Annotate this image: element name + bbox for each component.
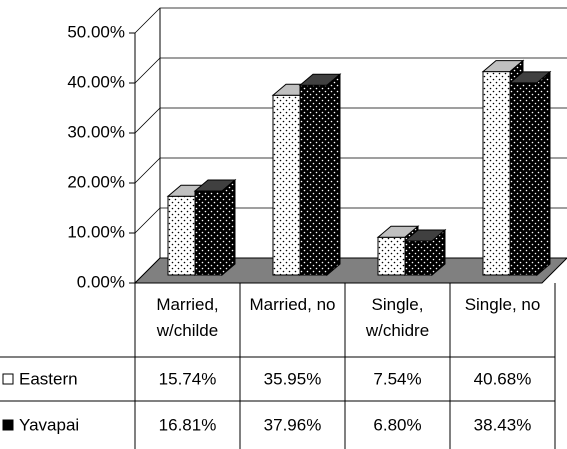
y-tick-label: 0.00% (77, 272, 125, 291)
bar-front (299, 84, 328, 276)
bar-side (431, 228, 446, 277)
table-value: 16.81% (159, 415, 217, 434)
table-value: 38.43% (474, 415, 532, 434)
legend-swatch (2, 419, 14, 431)
table-value: 40.68% (474, 369, 532, 388)
y-tick-label: 10.00% (67, 222, 125, 241)
bar-side (536, 70, 551, 277)
category-label: Married, w/childe (156, 295, 219, 340)
bar-front (272, 94, 301, 276)
y-tick-label: 20.00% (67, 172, 125, 191)
y-tick-label: 40.00% (67, 72, 125, 91)
table-value: 7.54% (373, 369, 421, 388)
bar-front (377, 236, 406, 276)
bar-side (326, 73, 341, 277)
grid-line (134, 7, 567, 34)
bar-front (482, 71, 511, 276)
y-tick-label: 30.00% (67, 122, 125, 141)
grid-line (134, 157, 567, 184)
bar-side (221, 178, 236, 277)
legend-label: Yavapai (19, 415, 79, 434)
legend-label: Eastern (19, 369, 78, 388)
table-value: 37.96% (264, 415, 322, 434)
grid-line (134, 107, 567, 134)
grid-line (134, 57, 567, 84)
category-label: Single, no (464, 295, 541, 314)
bar-front (167, 195, 196, 276)
bar-front (404, 240, 433, 276)
table-value: 15.74% (159, 369, 217, 388)
y-tick-label: 50.00% (67, 22, 125, 41)
grid-line (134, 207, 567, 234)
table-value: 6.80% (373, 415, 421, 434)
legend-swatch (2, 373, 14, 385)
category-label: Married, no (249, 295, 336, 314)
category-label: Single, w/chidre (365, 295, 430, 340)
bar-front (194, 190, 223, 276)
bar-front (509, 82, 538, 276)
table-value: 35.95% (264, 369, 322, 388)
